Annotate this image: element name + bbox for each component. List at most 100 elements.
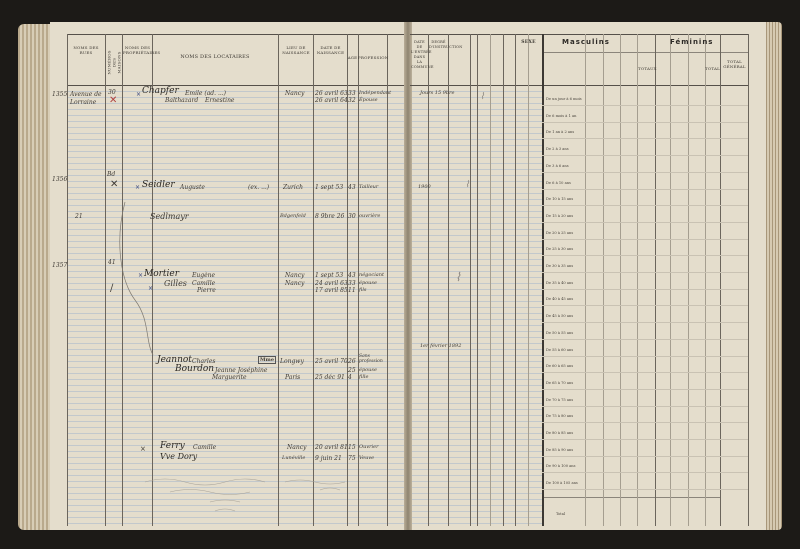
entry-margin-number: 1357: [52, 262, 68, 269]
column-divider: [428, 34, 429, 526]
header-sub-border: [542, 52, 748, 53]
entry-surname: Seidler: [142, 180, 175, 190]
age-range-label: De 75 à 80 ans: [546, 414, 574, 419]
column-divider: [152, 34, 153, 526]
column-divider: [585, 34, 586, 526]
entry-given-name: Eugène: [192, 272, 216, 279]
column-divider: [448, 34, 449, 526]
age-range-label: De un jour à 6 mois: [546, 97, 582, 101]
pencil-mark: ⌇: [455, 270, 461, 284]
entry-birthdate: 24 avril 63: [315, 280, 348, 287]
age-row-divider: [542, 155, 748, 157]
column-divider: [688, 34, 689, 526]
age-range-label: De 85 à 90 ans: [546, 447, 574, 452]
age-row-divider: [542, 372, 748, 374]
entry-surname: Chapfer: [142, 86, 179, 96]
book-gutter: [404, 22, 412, 530]
age-range-label: De 6 à 10 ans: [546, 180, 571, 185]
entry-age: 33: [348, 280, 356, 287]
age-row-divider: [542, 338, 748, 340]
entry-given-name: Pierre: [197, 287, 216, 294]
entry-birthplace: Nancy: [285, 280, 305, 287]
header-feminins: Féminins: [670, 38, 714, 46]
entry-surname: Jeannot: [157, 355, 192, 365]
entry-house-number: 41: [108, 259, 116, 266]
age-row-divider: [542, 472, 748, 474]
age-row-divider: [542, 305, 748, 307]
entry-surname: Mortier: [144, 269, 180, 279]
entry-house-number: Bd: [107, 171, 116, 178]
age-row-divider: [542, 255, 748, 257]
column-divider: [358, 34, 359, 526]
book-page-edges-right: [764, 22, 782, 530]
total-row-border: [542, 497, 720, 498]
age-row-divider: [542, 272, 748, 273]
column-divider: [67, 34, 68, 526]
age-row-divider: [542, 171, 748, 173]
entry-surname: Ferry: [160, 441, 185, 451]
age-row-divider: [542, 422, 748, 424]
column-divider: [122, 34, 123, 526]
entry-birthdate: 1 sept 53: [315, 184, 344, 191]
entry-given-name: Camille: [192, 280, 216, 287]
column-divider: [720, 34, 721, 526]
x-mark-icon: ×: [135, 184, 141, 191]
column-divider: [603, 34, 604, 526]
column-divider: [503, 34, 504, 526]
entry-given-name: Charles: [192, 358, 216, 365]
entry-birthdate: 17 avril 85: [315, 287, 348, 294]
entry-date-of-arrival: 1900: [418, 184, 431, 190]
header-tenants: Noms des locataires: [180, 54, 250, 60]
entry-badge: Mme: [258, 356, 277, 364]
entry-birthdate: 8 9bre 26: [315, 213, 345, 220]
entry-profession: fils: [359, 287, 367, 293]
entry-age: 32: [348, 97, 356, 104]
entry-house-number: 30: [108, 89, 116, 96]
entry-profession: Tailleur: [359, 184, 379, 190]
age-range-label: De 1 an à 2 ans: [546, 130, 575, 135]
column-divider: [655, 34, 656, 526]
entry-birthplace: Zurich: [283, 184, 304, 191]
age-range-label: De 70 à 75 ans: [546, 397, 574, 402]
entry-given-name: Marguerite: [212, 374, 247, 381]
column-divider: [278, 34, 279, 526]
age-row-divider: [542, 205, 748, 207]
entry-profession: Veuve: [359, 455, 375, 461]
entry-age: 11: [348, 287, 356, 294]
entry-birthdate: 1 sept 53: [315, 272, 344, 279]
age-range-label: De 65 à 70 ans: [546, 380, 574, 385]
header-profession: Profession: [358, 55, 389, 60]
faint-pencil-entry: [144, 478, 346, 512]
header-sex: Sexe: [521, 40, 536, 45]
cross-mark-icon: ✕: [110, 179, 119, 190]
age-row-divider: [542, 322, 748, 324]
pencil-mark: ⌇: [465, 180, 470, 190]
header-entry-date: Date de l'entrée dans la commune: [411, 40, 434, 69]
header-streets: Noms des rues: [73, 45, 99, 55]
header-bottom-border: [410, 85, 748, 86]
age-range-label: De 100 à 105 ans: [546, 481, 578, 486]
cross-mark-icon: ✕: [109, 95, 118, 106]
age-range-label: De 3 à 6 ans: [546, 163, 569, 168]
age-range-label: De 90 à 100 ans: [546, 464, 576, 469]
header-instruction: Degré d'instruction: [429, 40, 463, 49]
age-row-divider: [542, 489, 748, 491]
entry-birthdate: 25 déc 91: [315, 374, 345, 381]
header-birthdate: Date de naissance: [316, 45, 345, 55]
pencil-mark: ⌇: [480, 92, 485, 102]
entry-margin-number: 1355: [52, 91, 68, 98]
age-row-divider: [542, 455, 748, 457]
age-row-divider: [542, 405, 748, 407]
entry-surname: Bourdon: [175, 364, 215, 374]
column-divider: [515, 34, 516, 526]
entry-surname: Vve Dory: [160, 452, 198, 461]
entry-birthdate: 9 juin 21: [315, 455, 342, 462]
age-row-divider: [542, 238, 748, 240]
age-range-label: De 10 à 15 ans: [546, 197, 574, 202]
column-divider: [748, 34, 749, 526]
entry-profession: Indépendant: [359, 90, 392, 96]
age-row-divider: [542, 138, 748, 140]
entry-profession: Ouvrier: [359, 444, 379, 450]
entry-profession: Sans profession: [359, 354, 383, 364]
pencil-arrow-line: [119, 201, 154, 356]
